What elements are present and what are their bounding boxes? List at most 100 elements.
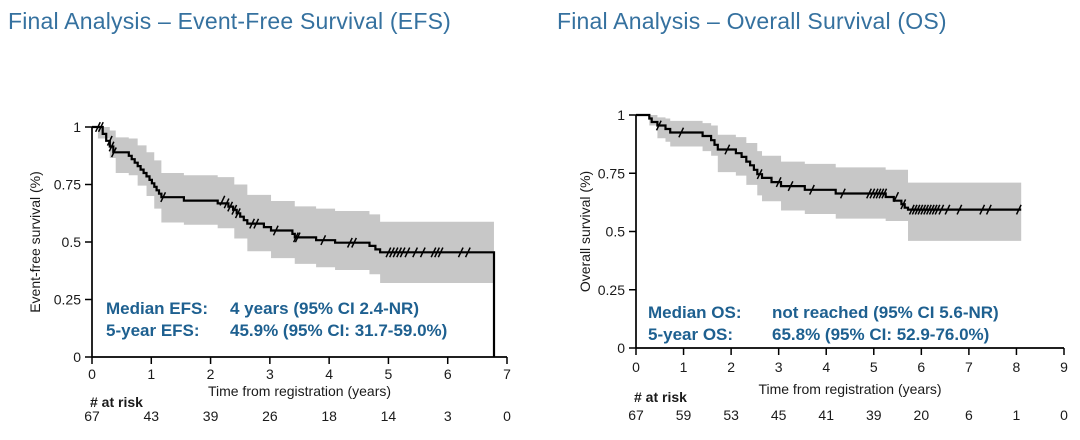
censor-tick [869, 188, 876, 199]
at-risk-count: 43 [143, 408, 159, 424]
os-median-row: Median OS: not reached (95% CI 5.6-NR) [648, 302, 999, 324]
censor-tick [724, 144, 731, 155]
x-tick-label: 4 [822, 359, 830, 375]
censor-tick [923, 204, 930, 215]
censor-tick [385, 247, 392, 258]
os-annotation: Median OS: not reached (95% CI 5.6-NR) 5… [648, 302, 999, 346]
at-risk-count: 53 [723, 407, 739, 423]
censor-tick [1015, 204, 1022, 215]
censor-tick [878, 188, 885, 199]
censor-tick [404, 247, 411, 258]
confidence-band [97, 127, 494, 283]
y-tick-label: 0 [73, 349, 81, 365]
at-risk-count: 14 [381, 408, 397, 424]
censor-tick [97, 121, 104, 133]
censor-tick [925, 204, 932, 215]
censor-tick [914, 204, 921, 215]
efs-5year-label: 5-year EFS: [106, 321, 200, 340]
efs-5year-row: 5-year EFS: 45.9% (95% CI: 31.7-59.0%) [106, 320, 447, 342]
censor-tick [928, 204, 935, 215]
at-risk-count: 67 [628, 407, 644, 423]
os-km-chart: 0 0.25 0.5 0.75 1 0 67 1 59 2 53 3 45 4 41 5 39 6 20 7 6 8 1 9 0… [577, 107, 1068, 423]
censor-tick [917, 204, 924, 215]
at-risk-count: 0 [1060, 407, 1068, 423]
y-tick-label: 0.5 [606, 224, 626, 240]
at-risk-count: 1 [1013, 407, 1021, 423]
x-tick-label: 6 [917, 359, 925, 375]
os-5year-value: 65.8% (95% CI: 52.9-76.0%) [772, 325, 990, 344]
y-tick-label: 0.5 [62, 234, 82, 250]
censor-tick [920, 204, 927, 215]
censor-tick [110, 147, 117, 158]
at-risk-count: 20 [914, 407, 930, 423]
censor-tick [881, 188, 888, 199]
y-tick-label: 0.75 [54, 177, 81, 193]
censor-tick [434, 247, 441, 258]
x-tick-label: 5 [870, 359, 878, 375]
x-tick-label: 1 [147, 366, 155, 382]
censor-tick [911, 204, 918, 215]
at-risk-count: 26 [262, 408, 278, 424]
censor-tick [437, 247, 444, 258]
os-panel-title: Final Analysis – Overall Survival (OS) [557, 8, 947, 34]
at-risk-count: 3 [444, 408, 452, 424]
censor-tick [900, 199, 907, 210]
os-median-value: not reached (95% CI 5.6-NR) [772, 303, 999, 322]
censor-tick [839, 188, 846, 199]
censor-tick [94, 121, 101, 133]
at-risk-count: 41 [818, 407, 834, 423]
censor-tick [106, 135, 113, 146]
censor-tick [392, 247, 399, 258]
confidence-band [649, 115, 1022, 241]
os-5year-row: 5-year OS: 65.8% (95% CI: 52.9-76.0%) [648, 324, 999, 346]
censor-tick [678, 127, 685, 138]
censor-tick [412, 247, 419, 258]
y-tick-label: 0.25 [54, 292, 81, 308]
x-tick-label: 3 [266, 366, 274, 382]
censor-tick [931, 204, 938, 215]
censor-tick [249, 218, 256, 229]
y-tick-label: 1 [73, 119, 81, 135]
os-median-label: Median OS: [648, 303, 742, 322]
censor-tick [419, 247, 426, 258]
at-risk-label: # at risk [90, 394, 143, 410]
y-tick-label: 1 [617, 107, 625, 123]
efs-panel-title: Final Analysis – Event-Free Survival (EF… [8, 8, 451, 34]
at-risk-count: 18 [321, 408, 337, 424]
x-tick-label: 5 [385, 366, 393, 382]
at-risk-count: 6 [965, 407, 973, 423]
at-risk-count: 0 [503, 408, 511, 424]
censor-tick [979, 204, 986, 215]
censor-tick [253, 218, 260, 229]
y-tick-label: 0.25 [598, 282, 625, 298]
censor-tick [457, 247, 464, 258]
censor-tick [346, 237, 353, 248]
y-tick-label: 0 [617, 340, 625, 356]
efs-5year-value: 45.9% (95% CI: 31.7-59.0%) [230, 321, 448, 340]
censor-tick [389, 247, 395, 258]
x-tick-label: 7 [503, 366, 511, 382]
censor-tick [219, 195, 226, 206]
at-risk-count: 59 [676, 407, 692, 423]
censor-tick [234, 208, 241, 219]
censor-tick [430, 247, 437, 258]
censor-tick [108, 141, 115, 152]
y-tick-label: 0.75 [598, 165, 625, 181]
x-tick-label: 8 [1013, 359, 1021, 375]
y-axis-label: Overall survival (%) [577, 171, 593, 292]
x-axis-label: Time from registration (years) [758, 381, 941, 397]
survival-curve [636, 113, 1022, 211]
censor-tick [938, 204, 945, 215]
x-tick-label: 0 [632, 359, 640, 375]
at-risk-label: # at risk [634, 389, 687, 405]
x-tick-label: 4 [325, 366, 333, 382]
efs-median-label: Median EFS: [106, 299, 209, 318]
x-tick-label: 9 [1060, 359, 1068, 375]
at-risk-count: 39 [203, 408, 219, 424]
at-risk-count: 45 [771, 407, 787, 423]
censor-tick [227, 201, 234, 212]
censor-tick [294, 232, 301, 243]
x-tick-label: 7 [965, 359, 973, 375]
censor-tick [655, 120, 662, 131]
x-tick-label: 1 [680, 359, 688, 375]
